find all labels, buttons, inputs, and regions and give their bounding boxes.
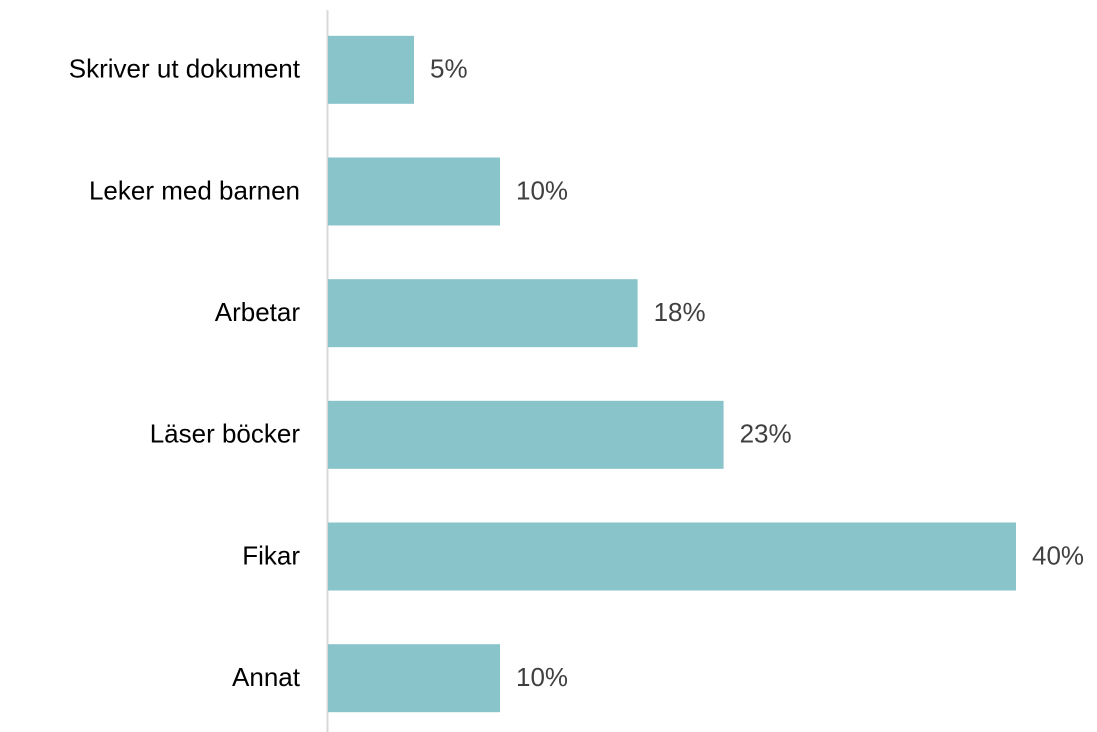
bar <box>328 35 414 104</box>
bar <box>328 522 1016 591</box>
category-label: Läser böcker <box>150 419 301 449</box>
bar <box>328 279 638 348</box>
data-label: 5% <box>430 54 468 84</box>
bar <box>328 157 500 226</box>
data-label: 10% <box>516 662 568 692</box>
category-label: Fikar <box>242 540 300 570</box>
data-label: 40% <box>1032 540 1084 570</box>
category-label: Leker med barnen <box>89 175 300 205</box>
data-label: 18% <box>654 297 706 327</box>
data-label: 23% <box>740 419 792 449</box>
data-label: 10% <box>516 175 568 205</box>
bar <box>328 644 500 713</box>
category-label: Skriver ut dokument <box>69 54 301 84</box>
bar <box>328 400 724 469</box>
category-label: Annat <box>232 662 301 692</box>
category-label: Arbetar <box>215 297 301 327</box>
